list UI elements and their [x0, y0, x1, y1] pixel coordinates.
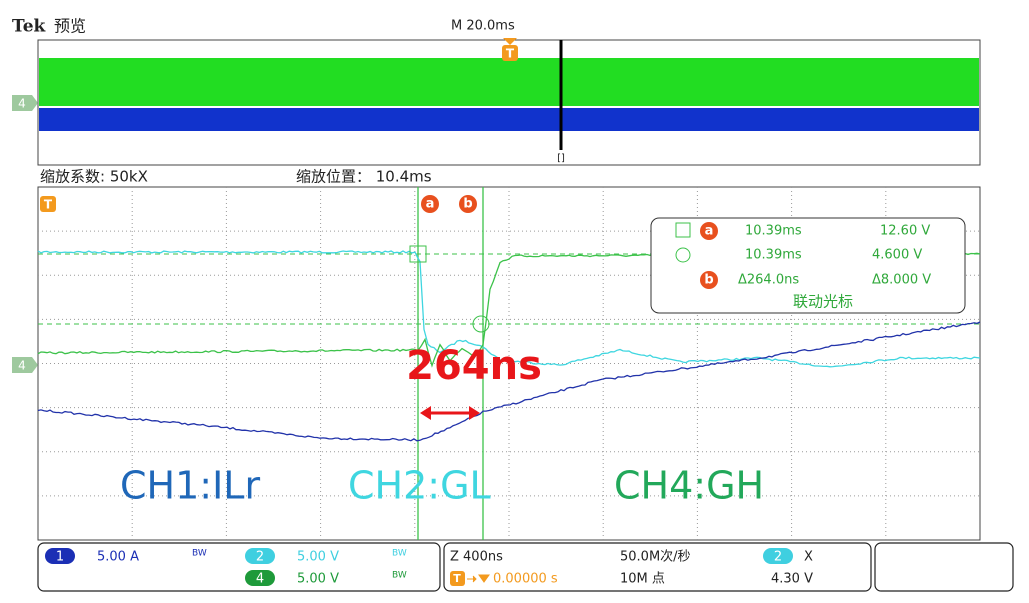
- a-time: 10.39ms: [745, 224, 802, 239]
- a-badge: [700, 222, 718, 240]
- trigger-icon-badge: [450, 571, 465, 586]
- overview-ch1-trace: [39, 108, 979, 131]
- cursor-b-point: [472, 315, 490, 333]
- overview-ch4-trace: [39, 58, 979, 106]
- trigger-slope: X: [804, 550, 813, 565]
- b-value: 4.600 V: [872, 248, 922, 263]
- trigger-icon: T: [453, 572, 461, 585]
- trigger-badge: [502, 45, 518, 61]
- delta-value: Δ8.000 V: [872, 273, 931, 288]
- timebase: M 20.0ms: [451, 19, 515, 34]
- ch2-badge: [245, 548, 275, 564]
- ch4-scale: 5.00 V: [297, 572, 339, 587]
- cursor-b-label: b: [463, 197, 472, 212]
- ch4-badge: [12, 95, 38, 111]
- square-icon: [675, 222, 691, 238]
- waveform: [37, 250, 981, 368]
- brand: Tek: [12, 17, 47, 37]
- trigger-badge: [40, 196, 56, 212]
- ch2-annotation: CH2:GL: [348, 464, 491, 508]
- cursor-b-badge: [459, 195, 477, 213]
- readout-b-label: b: [704, 273, 713, 288]
- ch4-marker: 4: [18, 359, 26, 373]
- empty-panel[interactable]: [874, 542, 1014, 592]
- ch4-badge: [12, 357, 38, 373]
- circle-icon: [675, 247, 691, 263]
- sample-rate: 50.0M次/秒: [620, 549, 691, 565]
- ch1-number: 1: [56, 550, 64, 565]
- cursor-mode: 联动光标: [793, 293, 853, 311]
- ch4-bandwidth: BW: [392, 571, 407, 581]
- cursor-a-label: a: [426, 197, 435, 212]
- record-length: 10M 点: [620, 572, 665, 587]
- trigger-position: 0.00000 s: [493, 572, 558, 587]
- ch1-badge: [45, 548, 75, 564]
- ch1-scale: 5.00 A: [97, 550, 139, 565]
- readout-a-label: a: [705, 224, 714, 239]
- cursor-readout: [650, 217, 966, 314]
- b-badge: [700, 271, 718, 289]
- zoom-marker: []: [557, 153, 565, 164]
- trigger-marker: T: [44, 198, 53, 212]
- acquisition-panel[interactable]: [443, 542, 872, 592]
- cursor-a-badge: [421, 195, 439, 213]
- ch2-bandwidth: BW: [392, 549, 407, 559]
- zoom-factor: 缩放系数: 50kX: [40, 168, 148, 186]
- channel-panel[interactable]: [37, 542, 441, 592]
- ch1-bandwidth: BW: [192, 549, 207, 559]
- cursor-a-point: [409, 245, 427, 263]
- delta-time: Δ264.0ns: [738, 273, 799, 288]
- ch4-badge: [245, 570, 275, 586]
- ch4-annotation: CH4:GH: [614, 464, 764, 508]
- waveform: [37, 321, 981, 442]
- ch2-number: 2: [256, 550, 264, 565]
- trigger-arrow: [503, 38, 517, 45]
- delay-annotation: 264ns: [406, 343, 542, 389]
- trigger-marker: T: [506, 47, 515, 61]
- zoom-position: 缩放位置： 10.4ms: [296, 168, 432, 186]
- b-time: 10.39ms: [745, 248, 802, 263]
- ch4-marker: 4: [18, 97, 26, 111]
- a-value: 12.60 V: [880, 224, 930, 239]
- ch1-annotation: CH1:ILr: [120, 464, 260, 508]
- mode: 预览: [54, 17, 86, 36]
- ch4-number: 4: [256, 572, 264, 587]
- trigger-source: 2: [774, 550, 782, 565]
- trigger-source-badge: [763, 548, 793, 564]
- trigger-arrow-icon: [467, 574, 490, 583]
- zoom-scale: Z 400ns: [450, 550, 503, 565]
- ch2-scale: 5.00 V: [297, 550, 339, 565]
- trigger-level: 4.30 V: [771, 572, 813, 587]
